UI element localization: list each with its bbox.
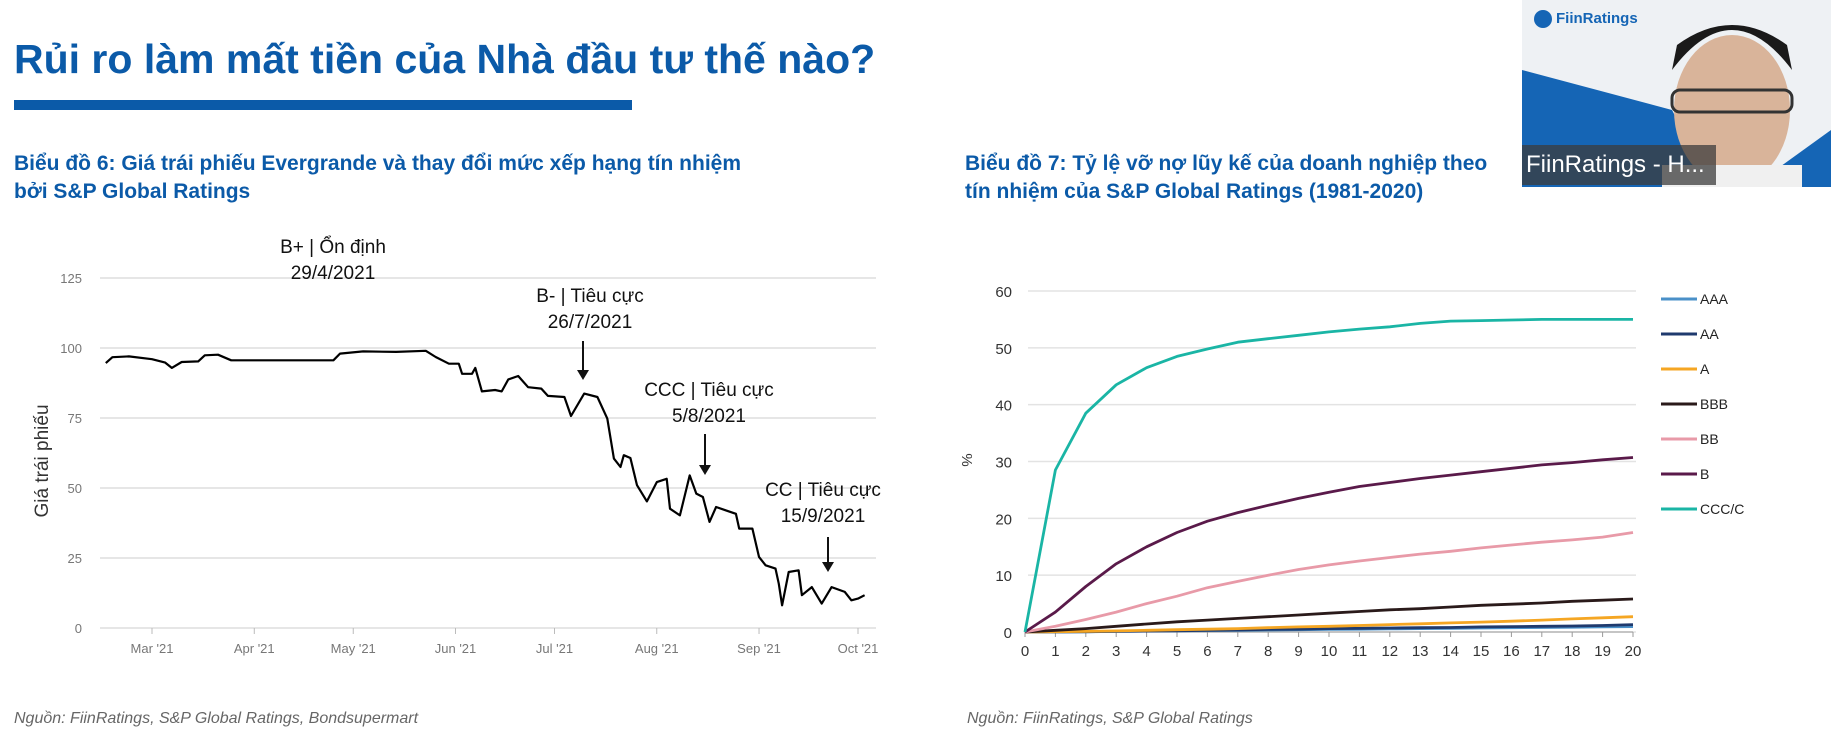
y-tick-label: 0 — [1004, 625, 1012, 642]
x-tick-label: 16 — [1503, 643, 1520, 660]
x-tick-label: 20 — [1625, 643, 1642, 660]
y-axis-label: Giá trái phiếu — [32, 404, 53, 517]
annotation-rating: B+ | Ổn định — [280, 236, 386, 258]
x-tick-label: 13 — [1412, 643, 1429, 660]
x-tick-label: 19 — [1594, 643, 1611, 660]
chart6-title-line1: Biểu đồ 6: Giá trái phiếu Evergrande và … — [14, 152, 742, 175]
legend-label: CCC/C — [1700, 501, 1744, 517]
webcam-video-tile[interactable]: FiinRatings FiinRatings - H... — [1522, 0, 1831, 187]
legend-label: BBB — [1700, 396, 1728, 412]
chart6-title-line2: bởi S&P Global Ratings — [14, 180, 251, 203]
x-tick-label: 18 — [1564, 643, 1581, 660]
y-tick-label: 25 — [68, 551, 82, 566]
annotation-date: 26/7/2021 — [548, 312, 633, 333]
source-right: Nguồn: FiinRatings, S&P Global Ratings — [967, 710, 1253, 727]
annotation-rating: CCC | Tiêu cực — [644, 380, 774, 401]
x-tick-label: May '21 — [331, 641, 376, 656]
y-tick-label: 40 — [995, 398, 1012, 415]
source-left: Nguồn: FiinRatings, S&P Global Ratings, … — [14, 710, 419, 727]
x-tick-label: Jul '21 — [536, 641, 573, 656]
legend-label: A — [1700, 361, 1710, 377]
y-tick-label: 10 — [995, 568, 1012, 585]
x-tick-label: Aug '21 — [635, 641, 679, 656]
x-tick-label: 14 — [1442, 643, 1459, 660]
x-tick-label: 10 — [1321, 643, 1338, 660]
x-tick-label: Mar '21 — [131, 641, 174, 656]
annotation-arrow-icon — [822, 562, 834, 572]
x-tick-label: 11 — [1352, 643, 1368, 660]
x-tick-label: 2 — [1082, 643, 1090, 660]
y-tick-label: 75 — [68, 411, 82, 426]
y-tick-label: 50 — [995, 341, 1012, 358]
annotation-date: 29/4/2021 — [291, 263, 376, 284]
x-tick-label: 6 — [1203, 643, 1211, 660]
x-tick-label: 12 — [1381, 643, 1398, 660]
series-line-bbb — [1024, 597, 1634, 634]
chart7-title: Biểu đồ 7: Tỷ lệ vỡ nợ lũy kế của doanh … — [965, 150, 1487, 206]
series-line-ccc-c — [1023, 317, 1633, 633]
annotation-rating: CC | Tiêu cực — [765, 480, 881, 501]
y-tick-label: 125 — [60, 271, 82, 286]
x-tick-label: 15 — [1473, 643, 1490, 660]
chart6-bond-price: Giá trái phiếu 0 25 50 75 100 125 Mar '21 Apr '… — [32, 236, 881, 656]
x-tick-label: 0 — [1021, 643, 1029, 660]
annotation-arrow-icon — [577, 370, 589, 380]
annotation-arrow-icon — [699, 465, 711, 475]
legend-label: B — [1700, 466, 1709, 482]
slide-title: Rủi ro làm mất tiền của Nhà đầu tư thế n… — [14, 36, 876, 82]
y-tick-label: 100 — [60, 341, 82, 356]
x-tick-label: 8 — [1264, 643, 1272, 660]
x-tick-label: Oct '21 — [838, 641, 879, 656]
chart7-title-line2: tín nhiệm của S&P Global Ratings (1981-2… — [965, 180, 1424, 203]
x-tick-label: Apr '21 — [234, 641, 275, 656]
x-tick-label: Sep '21 — [737, 641, 781, 656]
annotation-date: 5/8/2021 — [672, 406, 746, 427]
legend-label: AAA — [1700, 291, 1729, 307]
y-tick-label: 20 — [995, 511, 1012, 528]
x-tick-label: 5 — [1173, 643, 1181, 660]
chart6-title: Biểu đồ 6: Giá trái phiếu Evergrande và … — [14, 150, 741, 206]
chart7-title-line1: Biểu đồ 7: Tỷ lệ vỡ nợ lũy kế của doanh … — [965, 152, 1488, 175]
x-tick-label: 7 — [1234, 643, 1242, 660]
x-tick-label: 4 — [1142, 643, 1150, 660]
y-tick-label: 50 — [68, 481, 82, 496]
x-tick-label: 9 — [1294, 643, 1302, 660]
legend-label: BB — [1700, 431, 1719, 447]
x-tick-label: 3 — [1112, 643, 1120, 660]
y-tick-label: 30 — [995, 455, 1012, 472]
y-tick-label: 60 — [995, 284, 1012, 301]
participant-name-label: FiinRatings - H... — [1522, 145, 1716, 185]
x-tick-label: Jun '21 — [435, 641, 477, 656]
legend-label: AA — [1700, 326, 1719, 342]
y-tick-label: 0 — [75, 621, 82, 636]
series-line-bb — [1024, 531, 1634, 634]
fiinratings-logo-icon — [1534, 10, 1552, 28]
series-line-a — [1024, 615, 1634, 634]
title-underline — [14, 100, 632, 110]
y-axis-label: % — [958, 453, 975, 466]
series-line-b — [1024, 456, 1634, 634]
price-line — [105, 349, 866, 607]
annotation-rating: B- | Tiêu cực — [536, 286, 643, 307]
annotation-date: 15/9/2021 — [781, 506, 866, 527]
x-tick-label: 17 — [1533, 643, 1550, 660]
x-tick-label: 1 — [1051, 643, 1059, 660]
fiinratings-logo: FiinRatings — [1556, 10, 1638, 27]
